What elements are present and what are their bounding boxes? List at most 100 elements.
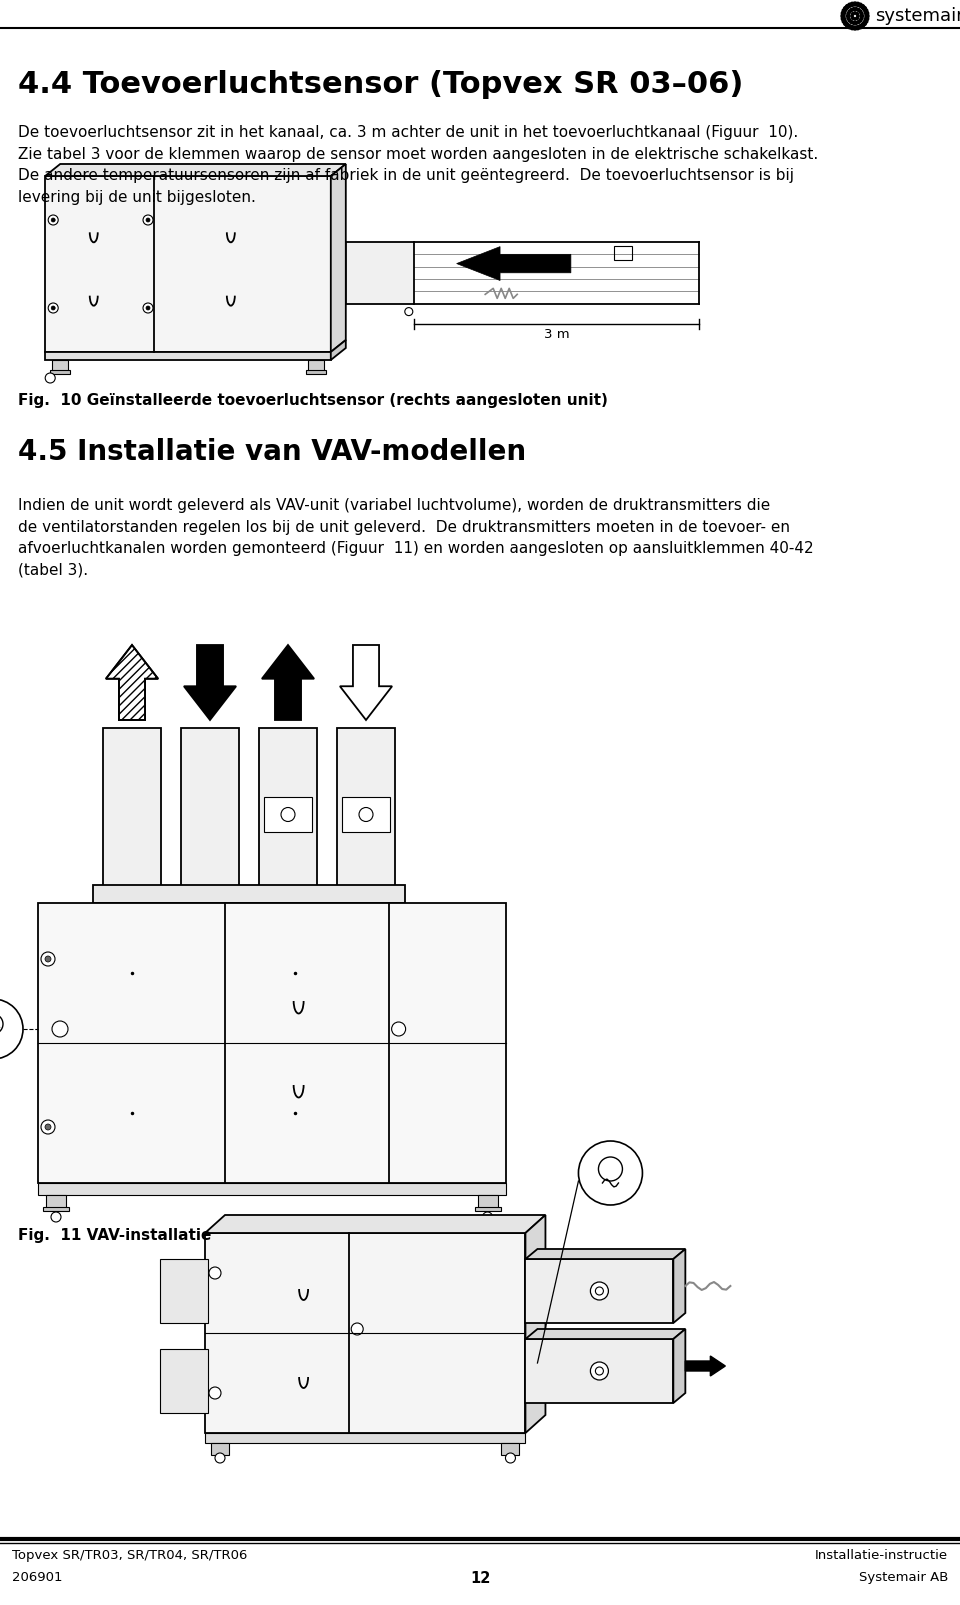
Bar — [306, 371, 325, 374]
Circle shape — [846, 5, 850, 8]
Circle shape — [847, 13, 850, 14]
Circle shape — [52, 1021, 68, 1037]
Circle shape — [852, 8, 855, 11]
Polygon shape — [106, 645, 158, 721]
Circle shape — [865, 14, 869, 18]
Circle shape — [855, 26, 859, 30]
Polygon shape — [525, 1249, 685, 1258]
Circle shape — [45, 1124, 51, 1130]
Circle shape — [852, 21, 855, 24]
Circle shape — [860, 24, 865, 27]
Circle shape — [209, 1387, 221, 1400]
Circle shape — [848, 3, 852, 6]
Bar — [474, 1207, 500, 1212]
Circle shape — [281, 807, 295, 822]
Polygon shape — [525, 1215, 545, 1433]
Circle shape — [853, 26, 857, 30]
Bar — [525, 1339, 673, 1403]
Circle shape — [857, 8, 860, 11]
Circle shape — [848, 10, 852, 13]
Bar — [45, 177, 331, 351]
Polygon shape — [45, 164, 346, 177]
Circle shape — [405, 308, 413, 316]
Circle shape — [590, 1363, 609, 1380]
Text: Topvex SR/TR03, SR/TR04, SR/TR06: Topvex SR/TR03, SR/TR04, SR/TR06 — [12, 1549, 248, 1562]
Bar — [50, 371, 70, 374]
Bar — [52, 360, 68, 372]
Circle shape — [850, 21, 853, 24]
Circle shape — [854, 8, 857, 11]
Bar — [346, 242, 414, 303]
Circle shape — [850, 8, 853, 11]
Bar — [38, 904, 506, 1183]
Circle shape — [51, 218, 56, 221]
Circle shape — [865, 11, 869, 16]
Polygon shape — [331, 340, 346, 360]
Circle shape — [856, 18, 858, 19]
Text: Indien de unit wordt geleverd als VAV-unit (variabel luchtvolume), worden de dru: Indien de unit wordt geleverd als VAV-un… — [18, 498, 814, 578]
Circle shape — [146, 218, 150, 221]
Circle shape — [143, 303, 153, 313]
Circle shape — [45, 957, 51, 961]
Circle shape — [862, 21, 866, 26]
Bar — [211, 1443, 229, 1456]
Circle shape — [595, 1287, 604, 1295]
Circle shape — [856, 13, 858, 14]
Circle shape — [392, 1022, 406, 1035]
Bar — [259, 729, 317, 888]
Polygon shape — [184, 645, 236, 721]
Bar — [477, 1196, 497, 1209]
Polygon shape — [340, 645, 392, 721]
Bar — [342, 798, 390, 831]
Bar — [337, 729, 395, 888]
Text: systemair: systemair — [875, 6, 960, 26]
Text: De toevoerluchtsensor zit in het kanaal, ca. 3 m achter de unit in het toevoerlu: De toevoerluchtsensor zit in het kanaal,… — [18, 125, 818, 205]
Circle shape — [598, 1157, 622, 1181]
Bar — [103, 729, 161, 888]
Circle shape — [852, 13, 854, 14]
Text: Installatie-instructie: Installatie-instructie — [815, 1549, 948, 1562]
Circle shape — [215, 1453, 225, 1464]
Circle shape — [146, 307, 150, 310]
Circle shape — [851, 26, 854, 30]
Circle shape — [860, 13, 863, 14]
Circle shape — [854, 21, 857, 24]
Circle shape — [48, 303, 59, 313]
Polygon shape — [673, 1329, 685, 1403]
Circle shape — [45, 372, 56, 384]
Circle shape — [841, 11, 846, 16]
Bar — [205, 1233, 525, 1433]
Circle shape — [864, 8, 868, 13]
Circle shape — [864, 19, 868, 22]
Circle shape — [860, 14, 863, 18]
Circle shape — [860, 18, 863, 19]
Circle shape — [209, 1266, 221, 1279]
Circle shape — [841, 14, 845, 18]
Polygon shape — [525, 1329, 685, 1339]
Circle shape — [851, 14, 853, 18]
Circle shape — [856, 14, 859, 18]
Circle shape — [853, 2, 857, 6]
Text: 4.4 Toevoerluchtsensor (Topvex SR 03–06): 4.4 Toevoerluchtsensor (Topvex SR 03–06) — [18, 71, 743, 100]
Circle shape — [143, 215, 153, 225]
Circle shape — [859, 10, 862, 13]
Circle shape — [852, 18, 854, 19]
Bar — [38, 1183, 506, 1196]
Bar — [501, 1443, 519, 1456]
Circle shape — [483, 1212, 492, 1221]
Polygon shape — [205, 1215, 545, 1233]
Circle shape — [842, 8, 846, 13]
Bar — [264, 798, 312, 831]
Circle shape — [51, 1212, 61, 1221]
Circle shape — [859, 19, 862, 22]
Bar — [205, 1433, 525, 1443]
Polygon shape — [457, 247, 571, 281]
Circle shape — [865, 16, 869, 21]
Circle shape — [848, 19, 852, 22]
Polygon shape — [685, 1356, 726, 1375]
Circle shape — [857, 21, 860, 24]
Circle shape — [579, 1141, 642, 1205]
Circle shape — [847, 14, 850, 18]
Circle shape — [841, 16, 846, 21]
Circle shape — [862, 6, 866, 11]
